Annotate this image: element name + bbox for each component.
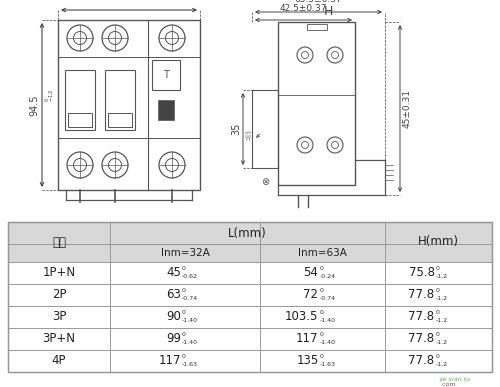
Text: L: L xyxy=(126,0,132,2)
Text: -1.2: -1.2 xyxy=(436,340,448,345)
Text: T: T xyxy=(163,70,169,80)
Text: 0: 0 xyxy=(182,266,186,271)
Bar xyxy=(306,24,326,30)
Text: 94.5: 94.5 xyxy=(29,94,39,116)
Text: H: H xyxy=(324,5,333,18)
Text: -1.40: -1.40 xyxy=(320,318,336,323)
Text: 0: 0 xyxy=(182,354,186,359)
Text: 77.8: 77.8 xyxy=(408,332,434,346)
Text: 0: 0 xyxy=(182,332,186,337)
Text: 0: 0 xyxy=(320,288,324,293)
Text: 117: 117 xyxy=(296,332,318,346)
Text: 3P+N: 3P+N xyxy=(42,332,76,346)
Text: 77.8: 77.8 xyxy=(408,310,434,324)
Text: $^{0}_{-1.2}$: $^{0}_{-1.2}$ xyxy=(44,88,58,102)
Bar xyxy=(152,60,180,90)
Text: 72: 72 xyxy=(304,288,318,301)
Text: 0: 0 xyxy=(436,354,440,359)
Bar xyxy=(8,222,492,372)
Text: -1.40: -1.40 xyxy=(182,340,198,345)
Bar xyxy=(278,22,355,185)
Text: 77.8: 77.8 xyxy=(408,288,434,301)
Bar xyxy=(8,222,492,244)
Text: H(mm): H(mm) xyxy=(418,236,459,248)
Text: 35: 35 xyxy=(231,123,241,135)
Text: 77.8: 77.8 xyxy=(408,354,434,368)
Bar xyxy=(8,244,492,262)
Bar xyxy=(8,284,492,306)
Text: -0.74: -0.74 xyxy=(182,296,198,301)
Text: 0: 0 xyxy=(436,266,440,271)
Text: $^{+0.5}_{-0.3}$: $^{+0.5}_{-0.3}$ xyxy=(244,129,255,141)
Text: -0.62: -0.62 xyxy=(182,274,198,279)
Text: 0: 0 xyxy=(436,310,440,315)
Text: -1.40: -1.40 xyxy=(182,318,198,323)
Text: 1P+N: 1P+N xyxy=(42,267,76,279)
Text: 极数: 极数 xyxy=(52,236,66,248)
Text: 0: 0 xyxy=(320,354,324,359)
Bar xyxy=(158,100,174,120)
Bar xyxy=(8,306,492,328)
Bar xyxy=(68,113,92,127)
Text: -1.2: -1.2 xyxy=(436,296,448,301)
Text: 75.8: 75.8 xyxy=(408,267,434,279)
Text: 0: 0 xyxy=(320,332,324,337)
Text: 0: 0 xyxy=(182,310,186,315)
Text: jie xian tu: jie xian tu xyxy=(440,377,471,382)
Text: 0: 0 xyxy=(320,310,324,315)
Text: Inm=63A: Inm=63A xyxy=(298,248,347,258)
Bar xyxy=(105,70,135,130)
Bar xyxy=(65,70,95,130)
Text: 135: 135 xyxy=(296,354,318,368)
Text: 0: 0 xyxy=(436,288,440,293)
Text: -1.63: -1.63 xyxy=(320,362,336,367)
Text: ⊗: ⊗ xyxy=(261,177,269,187)
Text: 103.5: 103.5 xyxy=(285,310,318,324)
Text: -1.2: -1.2 xyxy=(436,362,448,367)
Text: 45±0.31: 45±0.31 xyxy=(403,89,412,128)
Text: -1.2: -1.2 xyxy=(436,318,448,323)
Text: 54: 54 xyxy=(304,267,318,279)
Text: Inm=32A: Inm=32A xyxy=(160,248,210,258)
Text: 90: 90 xyxy=(166,310,181,324)
Text: 45: 45 xyxy=(166,267,181,279)
Bar xyxy=(8,328,492,350)
Text: 0: 0 xyxy=(320,266,324,271)
Text: -1.2: -1.2 xyxy=(436,274,448,279)
Bar xyxy=(8,262,492,284)
Text: 63: 63 xyxy=(166,288,181,301)
Text: 2P: 2P xyxy=(52,288,66,301)
Bar xyxy=(58,20,200,190)
Text: 42.5±0.37: 42.5±0.37 xyxy=(280,4,327,13)
Text: 0: 0 xyxy=(182,288,186,293)
Bar xyxy=(108,113,132,127)
Text: 3P: 3P xyxy=(52,310,66,324)
Text: -1.40: -1.40 xyxy=(320,340,336,345)
Text: -0.74: -0.74 xyxy=(320,296,336,301)
Text: 4P: 4P xyxy=(52,354,66,368)
Text: 99: 99 xyxy=(166,332,181,346)
Text: 65.5±0.37: 65.5±0.37 xyxy=(294,0,343,4)
Bar xyxy=(8,350,492,372)
Text: 0: 0 xyxy=(436,332,440,337)
Text: 117: 117 xyxy=(158,354,181,368)
Text: -1.63: -1.63 xyxy=(182,362,198,367)
Text: L(mm): L(mm) xyxy=(228,226,267,240)
Text: -0.24: -0.24 xyxy=(320,274,336,279)
Text: .com: .com xyxy=(440,382,456,387)
